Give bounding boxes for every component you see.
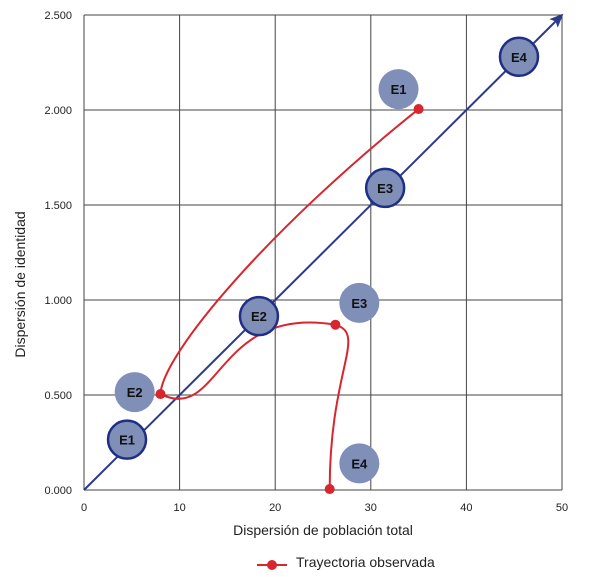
reference-node-circle (238, 295, 280, 337)
x-tick-label: 50 (556, 502, 568, 514)
trajectory-curve (159, 108, 420, 490)
trajectory-point (413, 104, 424, 115)
x-tick-label: 10 (173, 502, 185, 514)
legend-label: Trayectoria observada (296, 554, 435, 570)
x-tick-label: 20 (269, 502, 281, 514)
legend: Trayectoria observada (257, 554, 435, 570)
reference-line (83, 13, 564, 491)
y-tick-label: 2.500 (44, 10, 72, 22)
reference-stage-node: E3 (364, 167, 406, 209)
x-tick-label: 40 (460, 502, 472, 514)
tick-labels: 0 10 20 30 40 50 0.000 0.500 1.000 1.500 2.000 2.50… (44, 10, 568, 514)
grid (83, 14, 563, 491)
observed-node-label: E3 (351, 296, 367, 311)
observed-node-label: E2 (127, 385, 143, 400)
observed-stage-node: E4 (339, 443, 380, 484)
reference-node-label: E1 (119, 433, 135, 448)
observed-trajectory (155, 104, 424, 495)
reference-diagonal-line (83, 13, 564, 491)
x-axis-title: Dispersión de población total (233, 522, 413, 538)
trajectory-point (330, 319, 341, 330)
observed-node-circle (114, 372, 155, 413)
reference-node-circle (498, 36, 540, 78)
reference-node-circle (364, 167, 406, 209)
observed-node-label: E4 (351, 456, 368, 471)
reference-node-label: E2 (251, 309, 267, 324)
reference-stage-node: E1 (106, 419, 148, 460)
reference-stage-node: E4 (498, 36, 540, 78)
y-tick-label: 1.000 (44, 295, 72, 307)
y-tick-label: 0.500 (44, 390, 72, 402)
y-tick-label: 1.500 (44, 200, 72, 212)
x-tick-label: 30 (365, 502, 377, 514)
y-tick-label: 2.000 (44, 105, 72, 117)
observed-node-label: E1 (391, 82, 407, 97)
reference-stage-node: E2 (238, 295, 280, 337)
trajectory-point (155, 389, 166, 400)
y-axis-title: Dispersión de identidad (12, 211, 28, 357)
observed-stage-node: E1 (378, 69, 419, 110)
trajectory-point (324, 484, 335, 495)
reference-node-circle (106, 419, 148, 460)
observed-node-circle (339, 443, 380, 484)
stage-nodes: E1 E2 E3 E4 E1 E2 E3 E4 (106, 36, 540, 484)
x-tick-label: 0 (81, 502, 87, 514)
reference-node-label: E4 (511, 50, 528, 65)
observed-stage-node: E3 (339, 282, 380, 323)
observed-node-circle (378, 69, 419, 110)
y-tick-label: 0.000 (44, 485, 72, 497)
axis-titles: Dispersión de población total Dispersión… (12, 211, 413, 538)
observed-stage-node: E2 (114, 372, 155, 413)
observed-node-circle (339, 282, 380, 323)
reference-node-label: E3 (377, 181, 393, 196)
legend-dot-swatch (267, 560, 277, 570)
